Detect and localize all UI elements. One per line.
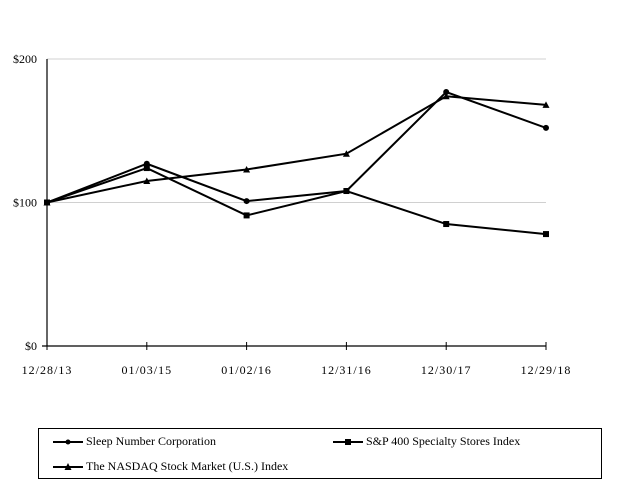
data-point-triangle: [143, 177, 151, 184]
series-1: [44, 165, 549, 238]
data-point-triangle: [542, 101, 550, 108]
x-tick-labels: 12/28/13 01/03/15 01/02/16 12/31/16 12/30/17…: [22, 363, 572, 377]
legend-triangle-marker-icon: [53, 462, 83, 470]
grid-lines: [47, 58, 546, 203]
legend-item-nasdaq: The NASDAQ Stock Market (U.S.) Index: [53, 459, 288, 474]
legend-square-marker-icon: [333, 438, 363, 445]
series-line: [46, 166, 547, 236]
data-point-square: [143, 165, 150, 172]
data-point-triangle: [442, 92, 450, 100]
data-point-circle: [243, 198, 250, 205]
x-tick-label: 12/28/13: [22, 363, 73, 377]
x-tick-label: 12/31/16: [321, 363, 372, 377]
data-point-triangle: [342, 150, 350, 157]
chart: $0 $100 $200 12/28/13 01/03/15 01/02/16 12/31…: [13, 52, 572, 377]
x-tick-label: 12/30/17: [421, 363, 472, 377]
legend-item-sleep-number: Sleep Number Corporation: [53, 434, 216, 449]
y-tick-labels: $0 $100 $200: [13, 52, 37, 353]
y-tick-label: $100: [13, 196, 37, 210]
x-tick-label: 12/29/18: [521, 363, 572, 377]
data-point-square: [343, 188, 350, 195]
x-tick-label: 01/03/15: [121, 363, 172, 377]
series-2: [43, 92, 550, 206]
legend-label: S&P 400 Specialty Stores Index: [366, 434, 521, 448]
data-point-circle: [443, 89, 450, 96]
legend-circle-marker-icon: [53, 439, 83, 444]
y-tick-label: $200: [13, 52, 37, 66]
legend-item-sp400: S&P 400 Specialty Stores Index: [333, 434, 520, 449]
data-point-triangle: [43, 199, 51, 206]
data-point-square: [543, 231, 549, 238]
series-lines: [43, 89, 550, 238]
series-line: [46, 95, 547, 204]
series-0: [44, 89, 549, 206]
data-point-circle: [543, 124, 549, 131]
legend: Sleep Number Corporation S&P 400 Special…: [38, 428, 602, 479]
x-tick-label: 01/02/16: [221, 363, 272, 377]
legend-label: The NASDAQ Stock Market (U.S.) Index: [86, 459, 289, 473]
legend-label: Sleep Number Corporation: [86, 434, 216, 448]
data-point-triangle: [243, 165, 251, 173]
data-point-square: [443, 221, 450, 228]
y-tick-label: $0: [25, 339, 37, 353]
data-point-square: [243, 212, 250, 219]
